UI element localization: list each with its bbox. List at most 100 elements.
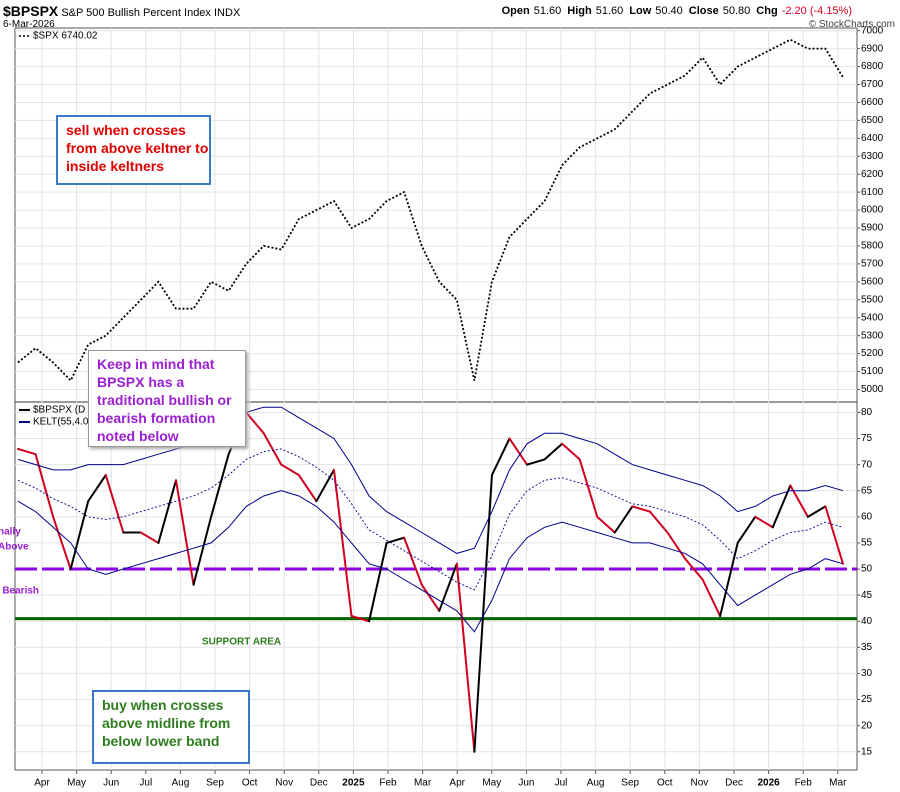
x-tick-label: Mar (414, 778, 432, 789)
line-segment (526, 458, 546, 466)
line-segment (596, 515, 616, 534)
x-tick-label: May (482, 778, 501, 789)
y-tick-label: 30 (861, 668, 873, 679)
header-left: $BPSPX S&P 500 Bullish Percent Index IND… (3, 3, 240, 19)
x-tick-label: May (67, 778, 86, 789)
quote-label: Open (501, 5, 530, 17)
y-tick-label: 6100 (861, 187, 884, 198)
line-segment (754, 515, 774, 529)
quote-value: 51.60 (595, 5, 624, 17)
line-segment (666, 531, 687, 560)
y-tick-label: 15 (861, 746, 873, 757)
annotation-line: BPSPX has a (97, 374, 185, 390)
annotation-line: traditional bullish or (97, 392, 232, 408)
x-tick-label: Dec (725, 778, 743, 789)
y-tick-label: 6000 (861, 205, 884, 216)
x-tick-label: Mar (829, 778, 847, 789)
support-label: SUPPORT AREA (202, 637, 281, 648)
line-segment (350, 615, 371, 623)
x-tick-label: Oct (242, 778, 258, 789)
annotation-line: bearish formation (97, 410, 216, 426)
line-segment (701, 578, 722, 618)
line-segment (719, 541, 739, 618)
y-tick-label: 45 (861, 590, 873, 601)
y-tick-label: 25 (861, 694, 873, 705)
series-line (17, 448, 844, 591)
line-segment (455, 562, 476, 753)
y-tick-label: 5600 (861, 276, 884, 287)
line-segment (104, 474, 125, 534)
annotation-line: sell when crosses (66, 122, 186, 138)
y-tick-label: 5400 (861, 312, 884, 323)
y-tick-label: 75 (861, 433, 873, 444)
y-tick-label: 6500 (861, 115, 884, 126)
y-tick-label: 5100 (861, 366, 884, 377)
y-tick-label: 60 (861, 511, 873, 522)
line-segment (684, 557, 704, 581)
line-segment (473, 474, 493, 753)
quote-value: 50.80 (722, 5, 751, 17)
y-tick-label: 6600 (861, 97, 884, 108)
line-segment (578, 458, 599, 518)
line-segment (648, 510, 669, 534)
line-segment (771, 484, 792, 529)
line-segment (262, 432, 283, 466)
x-tick-label: Feb (379, 778, 397, 789)
x-tick-label: Apr (34, 778, 50, 789)
y-tick-label: 20 (861, 720, 873, 731)
legend-label: $SPX 6740.02 (33, 31, 98, 42)
quote-label: Chg (756, 5, 778, 17)
line-segment (490, 437, 511, 477)
y-tick-label: 7000 (861, 25, 884, 36)
line-segment (52, 515, 72, 571)
x-tick-label: Feb (795, 778, 813, 789)
series-line (17, 406, 844, 554)
y-tick-label: 6900 (861, 43, 884, 54)
x-tick-label: Jul (139, 778, 152, 789)
series-line (17, 490, 844, 633)
line-segment (561, 442, 581, 461)
x-tick-label: Oct (657, 778, 673, 789)
y-tick-label: 55 (861, 538, 873, 549)
y-tick-label: 6700 (861, 79, 884, 90)
x-tick-label: Sep (206, 778, 224, 789)
x-tick-label: Jun (103, 778, 119, 789)
y-tick-label: 35 (861, 642, 873, 653)
line-segment (17, 447, 37, 456)
quote-value: 50.40 (655, 5, 683, 17)
x-tick-label: Jul (555, 778, 568, 789)
annotation-line: noted below (97, 428, 179, 444)
x-tick-label: Dec (310, 778, 328, 789)
y-tick-label: 5000 (861, 384, 884, 395)
side-label: y Bearish (0, 586, 39, 597)
x-tick-label: Aug (587, 778, 605, 789)
line-segment (157, 479, 177, 544)
series-line (17, 38, 844, 383)
line-segment (403, 536, 423, 586)
y-tick-label: 6300 (861, 151, 884, 162)
line-segment (420, 583, 441, 612)
y-tick-label: 40 (861, 616, 873, 627)
line-segment (69, 500, 90, 571)
line-segment (210, 453, 230, 518)
x-tick-label: Nov (691, 778, 709, 789)
line-segment (332, 468, 353, 618)
line-segment (315, 468, 335, 503)
plot-frame (14, 27, 858, 771)
x-tick-label: Sep (621, 778, 639, 789)
line-segment (34, 453, 55, 518)
side-label: nally (0, 527, 21, 538)
index-name: S&P 500 Bullish Percent Index (61, 7, 211, 19)
y-tick-label: 5800 (861, 241, 884, 252)
legend-label: KELT(55,4.0,1 (33, 417, 97, 428)
date: 6-Mar-2026 (3, 19, 55, 30)
x-tick-label: Aug (172, 778, 190, 789)
y-tick-label: 80 (861, 407, 873, 418)
quote-label: Low (629, 5, 652, 17)
line-segment (508, 437, 529, 466)
quote: Open 51.60 High 51.60 Low 50.40 Close 50.80 Chg -… (496, 5, 852, 17)
line-segment (824, 505, 844, 565)
y-tick-label: 50 (861, 564, 873, 575)
annotation-line: below lower band (102, 733, 220, 749)
